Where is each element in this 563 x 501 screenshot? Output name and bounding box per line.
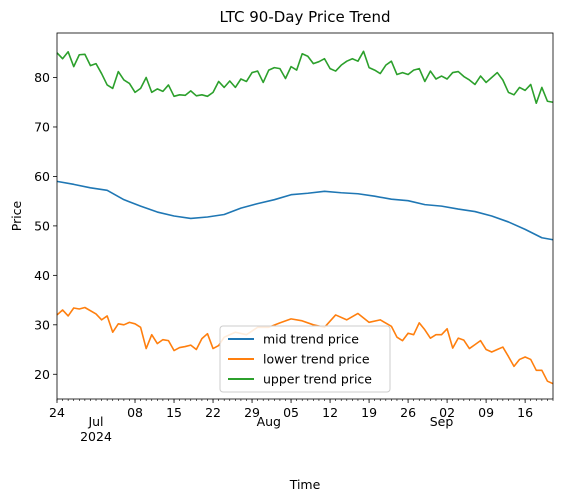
- x-month-label: Aug: [257, 414, 281, 429]
- x-month-label: Sep: [430, 414, 454, 429]
- y-tick-label: 80: [34, 70, 50, 85]
- x-tick-label: 09: [478, 405, 494, 420]
- y-tick-label: 30: [34, 317, 50, 332]
- x-month-label: Jul: [87, 414, 103, 429]
- legend-entry-0: mid trend price: [263, 332, 359, 347]
- x-tick-label: 24: [49, 405, 65, 420]
- series-line-0: [56, 180, 554, 241]
- legend-box: [219, 325, 391, 393]
- x-tick-label: 16: [517, 405, 533, 420]
- x-tick-label: 29: [244, 405, 260, 420]
- y-axis-label: Price: [9, 200, 24, 231]
- y-tick-label: 20: [34, 367, 50, 382]
- y-tick-label: 40: [34, 268, 50, 283]
- legend: mid trend price lower trend price upper tr…: [219, 325, 391, 393]
- x-year-label: 2024: [80, 429, 112, 444]
- x-tick-label: 12: [322, 405, 338, 420]
- series-line-1: [56, 306, 554, 385]
- plot-lines: [56, 50, 554, 385]
- x-tick-label: 08: [127, 405, 143, 420]
- y-tick-label: 50: [34, 218, 50, 233]
- plot-frame: [56, 32, 554, 400]
- x-axis-label: Time: [289, 477, 321, 492]
- x-tick-label: 15: [166, 405, 182, 420]
- chart-title: LTC 90-Day Price Trend: [219, 8, 390, 26]
- x-tick-label: 05: [283, 405, 299, 420]
- x-tick-label: 26: [400, 405, 416, 420]
- legend-entry-2: upper trend price: [263, 372, 372, 387]
- series-line-2: [56, 50, 554, 105]
- x-tick-label: 19: [361, 405, 377, 420]
- x-tick-label: 22: [205, 405, 221, 420]
- y-axis: 20 30 40 50 60 70 80: [34, 70, 57, 382]
- x-tick-label: 02: [439, 405, 455, 420]
- legend-entry-1: lower trend price: [263, 352, 370, 367]
- y-tick-label: 60: [34, 169, 50, 184]
- y-tick-label: 70: [34, 119, 50, 134]
